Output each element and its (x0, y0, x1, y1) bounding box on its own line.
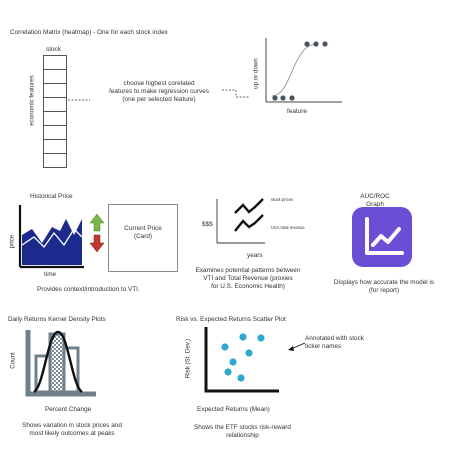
scatter-point (229, 358, 237, 366)
kde-curve (33, 330, 83, 394)
logistic-curve (271, 43, 318, 97)
heatmap-cell (43, 153, 67, 168)
price-area (22, 219, 82, 265)
auc-roc-icon (352, 207, 412, 267)
point-high (313, 41, 319, 47)
patterns-ylabel: $$$ (202, 221, 213, 228)
heatmap-cell (43, 125, 67, 139)
current-price-card: Current Price (Card) (108, 204, 178, 272)
point-high (322, 41, 328, 47)
point-low (272, 95, 278, 101)
auc-roc-curve (371, 227, 401, 247)
scatter-point (239, 333, 247, 341)
scatter-title: Risk vs. Expected Returns Scatter Plot (176, 316, 286, 323)
kde-ylabel: Count (9, 352, 17, 369)
historical-xlabel: time (44, 271, 57, 278)
down-arrow-icon (89, 234, 105, 253)
kde-axes (25, 330, 96, 397)
auc-title: AUC/ROC Graph (360, 193, 390, 208)
scatter-point (245, 349, 253, 357)
heatmap-note: choose highest corelated features to mak… (109, 80, 209, 103)
current-price-card-label: Current Price (Card) (124, 225, 162, 240)
kde-xlabel: Percent Change (45, 406, 92, 413)
scatter-annotation: Annotated with stock ticker names (305, 335, 364, 350)
scatter-xlabel: Expected Returns (Mean) (197, 406, 270, 413)
heatmap-cell (43, 69, 67, 83)
patterns-caption: Examines potential patterns between VTI … (195, 267, 301, 290)
patterns-chart (216, 198, 265, 244)
point-low (289, 95, 295, 101)
scatter-plot (204, 327, 279, 393)
heatmap-cell (43, 55, 67, 69)
stock-price-line (234, 198, 264, 214)
annotation-arrow-icon (288, 342, 306, 351)
heatmap-grid (43, 55, 67, 168)
curve-xlabel: feature (287, 108, 307, 115)
historical-title: Historical Price (30, 193, 73, 200)
auc-roc-axes (365, 217, 404, 255)
historical-caption: Provides context/introduction to VTI. (37, 286, 140, 293)
scatter-point (224, 368, 232, 376)
heatmap-column-label: stock (46, 46, 61, 53)
logistic-curve-plot (265, 38, 342, 103)
historical-price-chart (18, 205, 105, 269)
curve-ylabel: up or down (252, 58, 260, 89)
kde-plot (25, 330, 96, 397)
scatter-point (257, 334, 265, 342)
heatmap-cell (43, 139, 67, 153)
revenue-line (234, 214, 264, 232)
point-low (280, 95, 286, 101)
heatmap-title: Correlation Matrix (heatmap) - One for e… (10, 29, 168, 36)
scatter-caption: Shows the ETF stocks risk-reward relatio… (194, 424, 291, 439)
heatmap-cell (43, 111, 67, 125)
historical-ylabel: price (8, 234, 16, 249)
kde-title: Daily Returns Kernel Density Plots (8, 316, 106, 323)
kde-bar (62, 346, 80, 394)
patterns-line2-label: USA total revenue (271, 225, 305, 230)
scatter-point (221, 343, 229, 351)
up-arrow-icon (89, 213, 105, 232)
connector-right (222, 89, 250, 98)
kde-caption: Shows variation in stock prices and most… (22, 422, 122, 437)
scatter-ylabel: Risk (St. Dev.) (184, 338, 192, 379)
heatmap-cell (43, 83, 67, 97)
patterns-line1-label: stock prices (271, 197, 294, 202)
scatter-axes (204, 327, 279, 393)
scatter-point (237, 374, 245, 382)
kde-bar (48, 332, 66, 394)
heatmap-cell (43, 97, 67, 111)
auc-caption: Displays how accurate the model is (for … (333, 279, 435, 294)
patterns-xlabel: years (247, 252, 263, 259)
point-high (304, 41, 310, 47)
price-line (21, 227, 83, 249)
